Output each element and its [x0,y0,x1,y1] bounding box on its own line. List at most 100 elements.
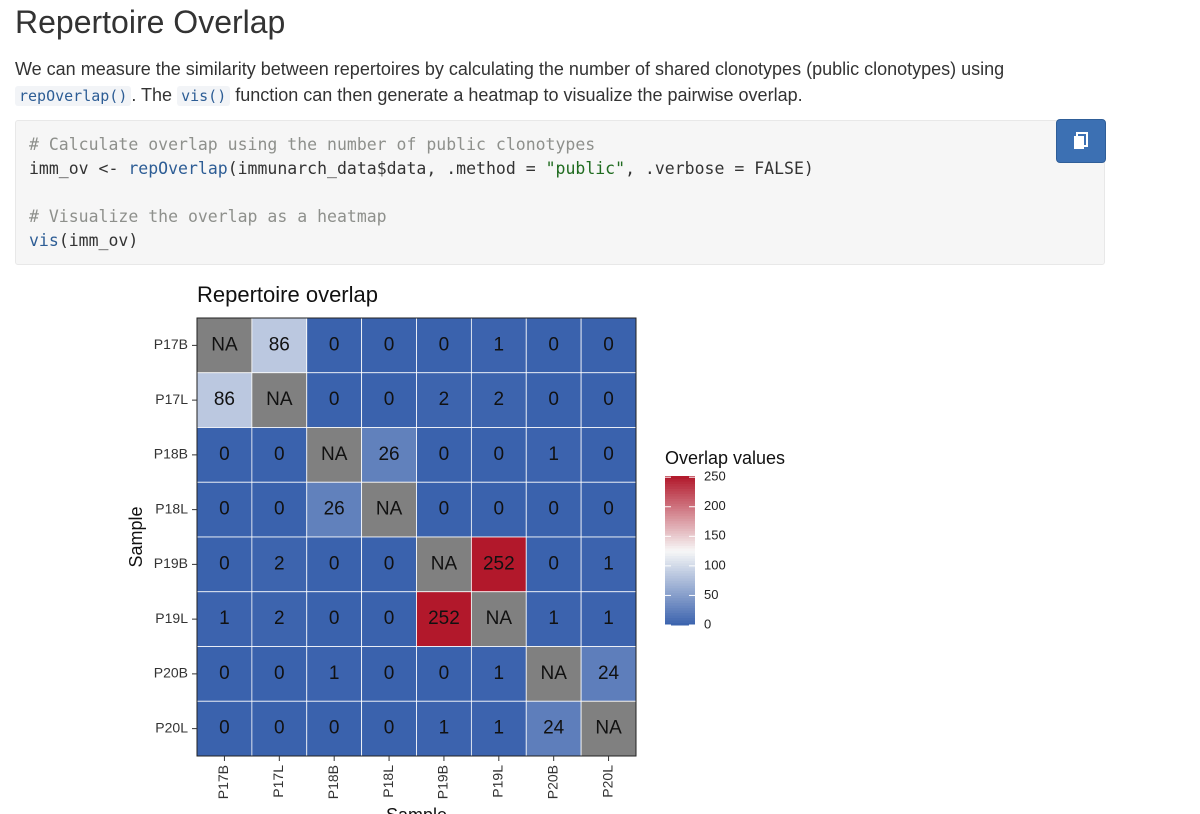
colorbar-segment [665,485,695,489]
heatmap-cell [525,646,582,702]
colorbar-segment [665,570,695,574]
code-token: "public" [545,159,626,178]
heatmap-cell [196,427,253,483]
cell-label: 0 [274,663,285,684]
colorbar-segment [665,515,695,519]
code-block: # Calculate overlap using the number of … [15,120,1105,265]
colorbar-segment [665,562,695,566]
cell-label: 86 [214,389,235,410]
heatmap-cell [416,700,472,757]
page-title: Repertoire Overlap [15,4,286,40]
intro-text: . The [131,85,178,105]
colorbar-segment [665,503,695,507]
cell-label: 0 [439,499,450,520]
colorbar-segment [665,538,695,542]
heatmap-cell [525,481,582,538]
heatmap-cell [416,372,472,428]
heatmap-title: Repertoire overlap [197,282,378,307]
colorbar-segment [665,617,695,621]
heatmap-cell [306,536,363,593]
cell-label: 0 [603,389,614,410]
cell-label: 0 [384,334,395,355]
cell-label: 0 [274,499,285,520]
code-token: , .verbose = FALSE) [625,159,814,178]
heatmap-cell [525,372,582,428]
heatmap-cell [361,591,417,647]
colorbar-segment [665,545,695,549]
code-token: imm_ov <- [29,159,129,178]
cell-label: 0 [384,389,395,410]
cell-label: 2 [439,389,450,410]
colorbar-segment [665,483,695,487]
heatmap-cell [416,591,472,647]
cell-label: 26 [378,444,399,465]
cell-label: NA [540,663,567,684]
heatmap-cell [361,372,417,428]
cell-label: 1 [219,608,230,629]
cell-label: 0 [439,663,450,684]
colorbar-segment [665,560,695,564]
code-token: repOverlap [128,159,228,178]
heatmap-cell [306,372,363,428]
cell-label: NA [431,553,458,574]
cell-label: 0 [548,553,559,574]
colorbar-segment [665,543,695,547]
cell-label: 0 [494,499,505,520]
heatmap-cell [306,481,363,538]
heatmap-cell [470,646,527,702]
colorbar-segment [665,550,695,554]
legend-title: Overlap values [665,448,785,468]
heatmap-cell [196,372,253,428]
colorbar-segment [665,498,695,502]
colorbar-label: 50 [704,587,718,602]
inline-code: vis() [177,86,231,106]
heatmap-cell [580,372,637,428]
colorbar-segment [665,530,695,534]
heatmap-cell [306,646,363,702]
cell-label: 86 [269,334,290,355]
x-tick-label: P19L [490,765,506,798]
code-token: # Calculate overlap using the number of … [29,135,596,154]
cell-label: 0 [274,444,285,465]
code-token: (imm_ov) [58,231,139,250]
copy-icon [1074,132,1088,149]
cell-label: 0 [219,718,230,739]
cell-label: 0 [603,499,614,520]
colorbar-segment [665,580,695,584]
cell-label: 0 [548,334,559,355]
colorbar-segment [665,478,695,482]
intro-line: repOverlap(). The vis() function can the… [15,82,1004,109]
colorbar-segment [665,480,695,484]
x-tick-label: P20B [544,765,560,799]
code-line: # Calculate overlap using the number of … [29,133,814,157]
intro-text: We can measure the similarity between re… [15,59,1005,79]
cell-label: 2 [274,608,285,629]
cell-label: 1 [603,553,614,574]
y-axis-title: Sample [126,506,146,567]
cell-label: 1 [329,663,340,684]
x-axis-title: Sample [386,805,447,814]
copy-button[interactable] [1056,119,1106,163]
colorbar-segment [665,520,695,524]
cell-label: 26 [324,499,345,520]
cell-label: 1 [548,608,559,629]
x-tick-label: P17B [215,765,231,799]
y-tick-label: P18L [155,500,188,516]
colorbar-segment [665,605,695,609]
heatmap-cell [470,317,527,374]
heatmap-cell [361,317,417,374]
cell-label: NA [321,444,348,465]
cell-label: 0 [603,334,614,355]
y-tick-label: P17B [154,336,188,352]
intro-paragraph: We can measure the similarity between re… [15,56,1004,109]
colorbar-segment [665,523,695,527]
heatmap-cell [580,536,637,593]
cell-label: 252 [428,608,460,629]
cell-label: 0 [329,389,340,410]
code-line: # Visualize the overlap as a heatmap [29,205,814,229]
colorbar-segment [665,582,695,586]
y-tick-label: P19B [154,555,188,571]
code-line [29,181,814,205]
heatmap-cell [525,427,582,483]
heatmap-cell [251,427,308,483]
